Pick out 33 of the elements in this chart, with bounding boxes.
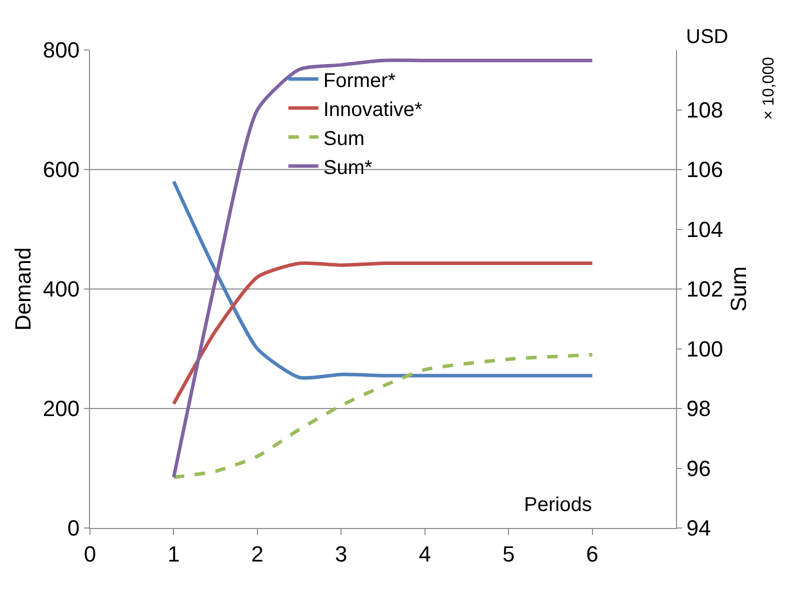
legend-label: Innovative* [323, 98, 423, 121]
y-tick-label: 600 [42, 157, 80, 182]
y2-tick-label: 98 [686, 396, 711, 422]
line-series [172, 261, 594, 406]
x-tick-label: 1 [168, 541, 180, 566]
y2-tick-label: 108 [686, 97, 724, 122]
x-tick-label: 5 [502, 541, 515, 566]
y-tick-label: 800 [42, 38, 80, 63]
y2-tick-label: 102 [686, 276, 724, 302]
line-series [172, 180, 594, 380]
y-axis-title: Demand [10, 247, 36, 331]
text: USD [686, 26, 728, 48]
x-tick-label: 3 [335, 541, 348, 566]
y2-tick-label: 106 [686, 157, 724, 182]
y-tick-label: 200 [42, 396, 80, 422]
x-tick-label: 2 [251, 541, 264, 566]
line-series [172, 352, 594, 479]
legend-label: Sum [323, 128, 365, 150]
y-tick-label: 400 [42, 276, 80, 302]
legend-label: Sum* [323, 156, 373, 179]
legend-label: Former* [323, 70, 396, 92]
y2-tick-label: 96 [686, 456, 711, 481]
y2-tick-label: 100 [686, 336, 724, 362]
y2-axis-title: Sum [726, 266, 752, 312]
line-series [172, 58, 594, 479]
text: × 10,000 [760, 56, 778, 120]
y2-tick-label: 94 [686, 516, 711, 541]
x-tick-label: 6 [586, 541, 598, 566]
annotation: Periods [524, 494, 592, 516]
x-tick-label: 0 [84, 541, 96, 566]
x-tick-label: 4 [418, 541, 431, 566]
y2-tick-label: 104 [686, 216, 724, 242]
y-tick-label: 0 [67, 516, 80, 541]
